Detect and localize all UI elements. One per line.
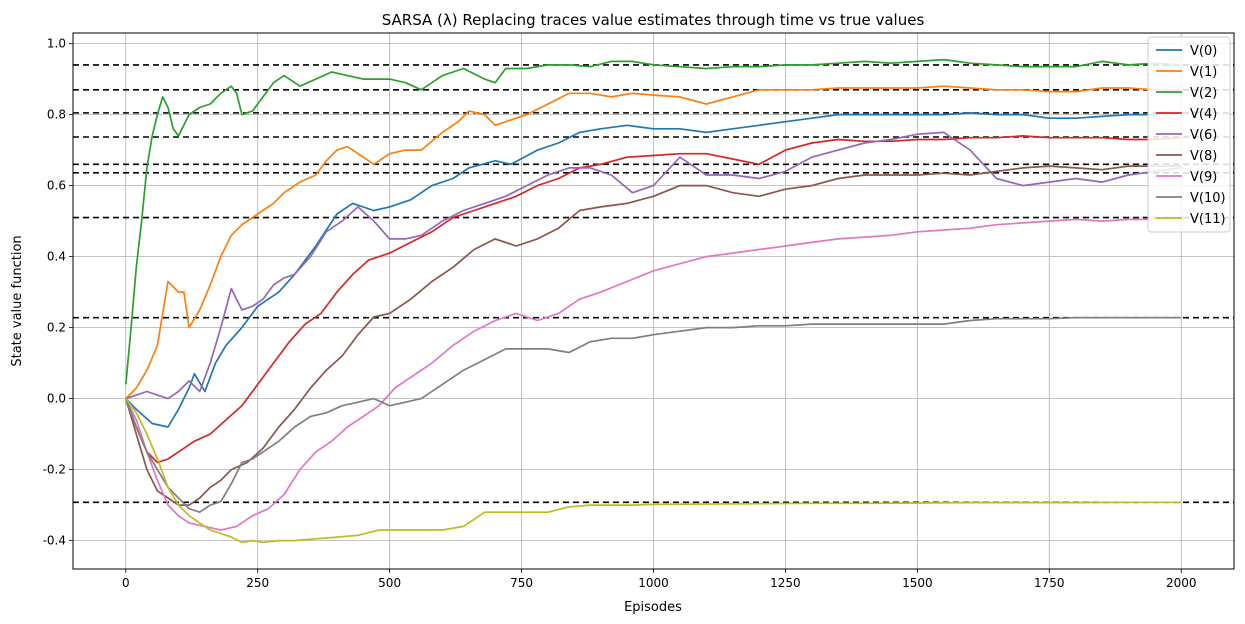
legend-entry: V(6) bbox=[1190, 128, 1217, 143]
y-tick-label: -0.2 bbox=[43, 463, 66, 477]
x-axis-ticks: 0 250 500 750 1000 1250 1500 1750 2000 bbox=[122, 569, 1197, 590]
y-tick-label: 0.4 bbox=[47, 250, 66, 264]
series-line-V(0) bbox=[125, 112, 1182, 428]
x-axis-label: Episodes bbox=[624, 600, 682, 615]
legend-entry: V(9) bbox=[1190, 170, 1217, 185]
y-tick-label: 1.0 bbox=[47, 37, 66, 51]
series-line-V(6) bbox=[125, 131, 1182, 400]
x-tick-label: 1750 bbox=[1034, 576, 1065, 590]
y-tick-label: 0.0 bbox=[47, 392, 66, 406]
x-tick-label: 1250 bbox=[770, 576, 801, 590]
series-line-V(8) bbox=[124, 165, 1182, 506]
series-line-V(10) bbox=[125, 316, 1182, 514]
x-tick-label: 1500 bbox=[902, 576, 933, 590]
x-tick-label: 500 bbox=[378, 576, 401, 590]
series-line-V(11) bbox=[125, 398, 1182, 544]
y-tick-label: 0.2 bbox=[47, 321, 66, 335]
x-tick-label: 1000 bbox=[638, 576, 669, 590]
y-tick-label: 0.6 bbox=[47, 179, 66, 193]
legend-entry: V(10) bbox=[1190, 191, 1226, 206]
y-axis-ticks: -0.4 -0.2 0.0 0.2 0.4 0.6 0.8 1.0 bbox=[43, 37, 73, 548]
legend-entry: V(11) bbox=[1190, 212, 1226, 227]
series-line-V(2) bbox=[124, 58, 1182, 385]
legend-entry: V(4) bbox=[1190, 107, 1217, 122]
x-tick-label: 250 bbox=[246, 576, 269, 590]
y-axis-label: State value function bbox=[10, 235, 25, 366]
series-line-V(4) bbox=[125, 135, 1182, 464]
legend-entry: V(8) bbox=[1190, 149, 1217, 164]
x-tick-label: 0 bbox=[122, 576, 130, 590]
x-tick-label: 2000 bbox=[1166, 576, 1197, 590]
series-line-V(9) bbox=[125, 216, 1182, 531]
x-tick-label: 750 bbox=[510, 576, 533, 590]
legend-entry: V(0) bbox=[1190, 44, 1217, 59]
legend: V(0) V(1) V(2) V(4) V(6) V(8) V(9) V(10) V(11) bbox=[1147, 36, 1231, 233]
legend-entry: V(1) bbox=[1190, 65, 1217, 80]
legend-entry: V(2) bbox=[1190, 86, 1217, 101]
series-lines bbox=[124, 58, 1182, 544]
y-tick-label: -0.4 bbox=[43, 534, 66, 548]
series-line-V(1) bbox=[125, 85, 1182, 400]
y-tick-label: 0.8 bbox=[47, 108, 66, 122]
chart-title: SARSA (λ) Replacing traces value estimat… bbox=[382, 11, 925, 29]
legend-box bbox=[1147, 36, 1231, 233]
